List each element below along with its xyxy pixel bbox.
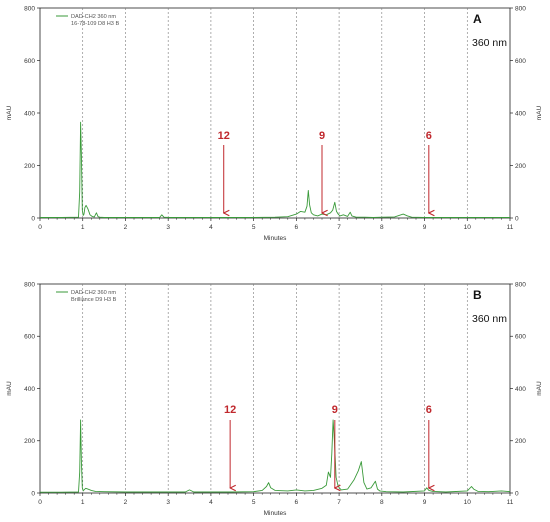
y-axis-label-right: mAU <box>536 105 543 120</box>
x-tick-label: 8 <box>380 499 384 506</box>
x-tick-label: 5 <box>252 224 256 231</box>
legend-entry: DAD-CH2 360 nm <box>71 290 116 296</box>
y-tick-label-left: 600 <box>24 334 35 341</box>
annotation-label: 6 <box>426 404 432 416</box>
x-tick-label: 4 <box>209 224 213 231</box>
annotation-label: 12 <box>218 130 230 142</box>
annotation-label: 6 <box>426 130 432 142</box>
peak-annotation-6: 6 <box>426 130 432 213</box>
x-tick-label: 9 <box>423 499 427 506</box>
x-tick-label: 8 <box>380 224 384 231</box>
wavelength-label: 360 nm <box>472 37 507 49</box>
legend-entry: Brilliance D9 H3 B <box>71 297 117 303</box>
x-axis-label: Minutes <box>264 510 288 517</box>
annotation-label: 9 <box>319 130 325 142</box>
y-axis-label-left: mAU <box>6 381 13 396</box>
x-tick-label: 11 <box>507 224 514 231</box>
x-tick-label: 4 <box>209 499 213 506</box>
y-tick-label-right: 200 <box>515 163 526 170</box>
wavelength-label: 360 nm <box>472 313 507 325</box>
peak-annotation-9: 9 <box>332 404 338 488</box>
y-axis-label-right: mAU <box>536 381 543 396</box>
peak-annotation-9: 9 <box>319 130 325 213</box>
y-tick-label-left: 600 <box>24 58 35 65</box>
legend-entry: DAD-CH2 360 nm <box>71 14 116 20</box>
x-tick-label: 1 <box>81 499 85 506</box>
legend-entry: 16-78-109 D8 H3 B <box>71 21 119 27</box>
x-tick-label: 7 <box>337 224 341 231</box>
x-tick-label: 3 <box>166 499 170 506</box>
x-tick-label: 9 <box>423 224 427 231</box>
x-tick-label: 2 <box>124 224 128 231</box>
plot-frame <box>39 283 511 494</box>
y-axis-label-left: mAU <box>6 105 13 120</box>
y-tick-label-right: 0 <box>515 490 519 497</box>
peak-annotation-12: 12 <box>218 130 230 213</box>
y-tick-label-left: 400 <box>24 110 35 117</box>
y-tick-label-left: 200 <box>24 163 35 170</box>
y-tick-label-right: 600 <box>515 334 526 341</box>
y-tick-label-left: 400 <box>24 386 35 393</box>
plot-frame <box>39 7 511 219</box>
y-tick-label-left: 0 <box>31 490 35 497</box>
x-tick-label: 1 <box>81 224 85 231</box>
x-tick-label: 6 <box>295 224 299 231</box>
x-tick-label: 0 <box>38 224 42 231</box>
y-tick-label-left: 800 <box>24 5 35 12</box>
y-tick-label-right: 800 <box>515 5 526 12</box>
y-tick-label-left: 800 <box>24 281 35 288</box>
x-tick-label: 7 <box>337 499 341 506</box>
annotation-label: 12 <box>224 404 236 416</box>
y-tick-label-left: 200 <box>24 438 35 445</box>
panel-letter: B <box>473 288 482 302</box>
x-tick-label: 5 <box>252 499 256 506</box>
x-tick-label: 10 <box>464 499 472 506</box>
series-line-0 <box>40 419 511 493</box>
y-tick-label-right: 0 <box>515 215 519 222</box>
peak-annotation-6: 6 <box>426 404 432 488</box>
peak-annotation-12: 12 <box>224 404 236 488</box>
x-tick-label: 11 <box>507 499 514 506</box>
y-tick-label-right: 600 <box>515 58 526 65</box>
y-tick-label-right: 200 <box>515 438 526 445</box>
y-tick-label-left: 0 <box>31 215 35 222</box>
series-line-0 <box>40 121 510 218</box>
y-tick-label-right: 400 <box>515 386 526 393</box>
x-tick-label: 10 <box>464 224 472 231</box>
panel-letter: A <box>473 12 482 26</box>
x-tick-label: 0 <box>38 499 42 506</box>
y-tick-label-right: 800 <box>515 281 526 288</box>
x-tick-label: 6 <box>295 499 299 506</box>
x-axis-label: Minutes <box>264 235 288 242</box>
x-tick-label: 2 <box>124 499 128 506</box>
x-tick-label: 3 <box>166 224 170 231</box>
annotation-label: 9 <box>332 404 338 416</box>
y-tick-label-right: 400 <box>515 110 526 117</box>
